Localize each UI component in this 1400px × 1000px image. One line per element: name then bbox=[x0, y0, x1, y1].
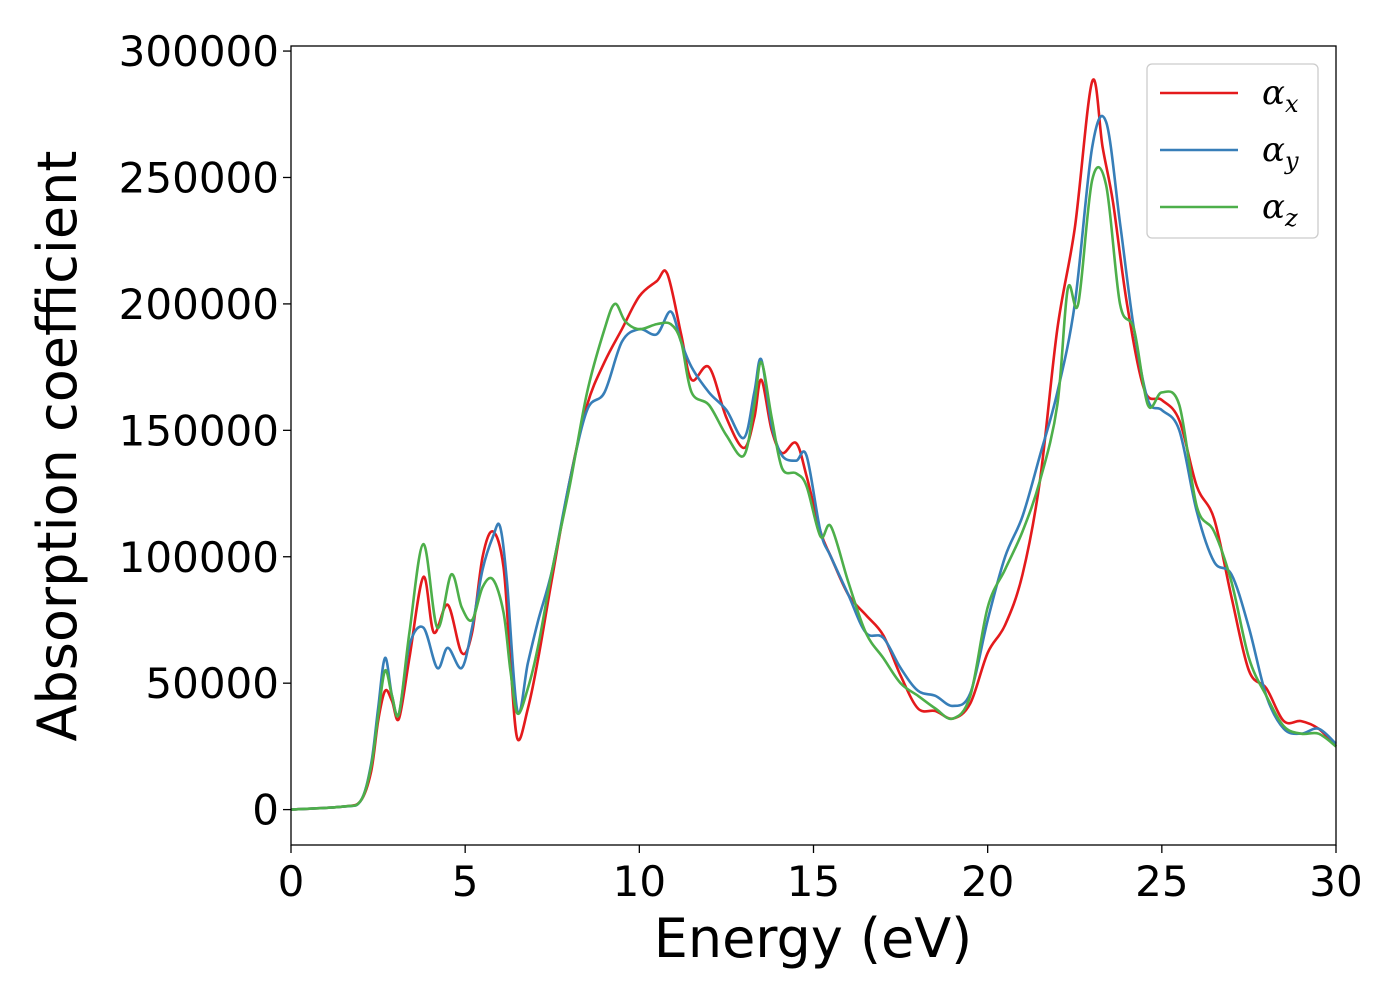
y-axis-title: Absorption coefficient bbox=[26, 151, 89, 742]
x-tick-label: 5 bbox=[452, 857, 479, 906]
legend-label-1: αx bbox=[1262, 73, 1299, 118]
x-tick-label: 20 bbox=[961, 857, 1014, 906]
x-tick-label: 15 bbox=[787, 857, 840, 906]
legend: αx αy αz bbox=[1146, 63, 1319, 239]
y-tick-label: 300000 bbox=[119, 27, 279, 76]
y-tick-label: 200000 bbox=[119, 280, 279, 329]
y-axis-ticks: 0 50000 100000 150000 200000 250000 300000 bbox=[119, 27, 291, 835]
series-line-3 bbox=[290, 166, 1337, 811]
y-tick-label: 50000 bbox=[145, 659, 279, 708]
y-tick-label: 0 bbox=[252, 786, 279, 835]
legend-label-2: αy bbox=[1262, 130, 1299, 175]
x-axis-ticks: 0 5 10 15 20 25 30 bbox=[278, 845, 1363, 906]
y-tick-label: 100000 bbox=[119, 533, 279, 582]
x-tick-label: 30 bbox=[1309, 857, 1362, 906]
y-tick-label: 150000 bbox=[119, 406, 279, 455]
x-tick-label: 25 bbox=[1135, 857, 1188, 906]
series-layer bbox=[290, 78, 1337, 811]
legend-label-3: αz bbox=[1262, 187, 1298, 232]
y-tick-label: 250000 bbox=[119, 153, 279, 202]
x-axis-title: Energy (eV) bbox=[654, 907, 973, 970]
x-tick-label: 0 bbox=[278, 857, 305, 906]
x-tick-label: 10 bbox=[613, 857, 666, 906]
